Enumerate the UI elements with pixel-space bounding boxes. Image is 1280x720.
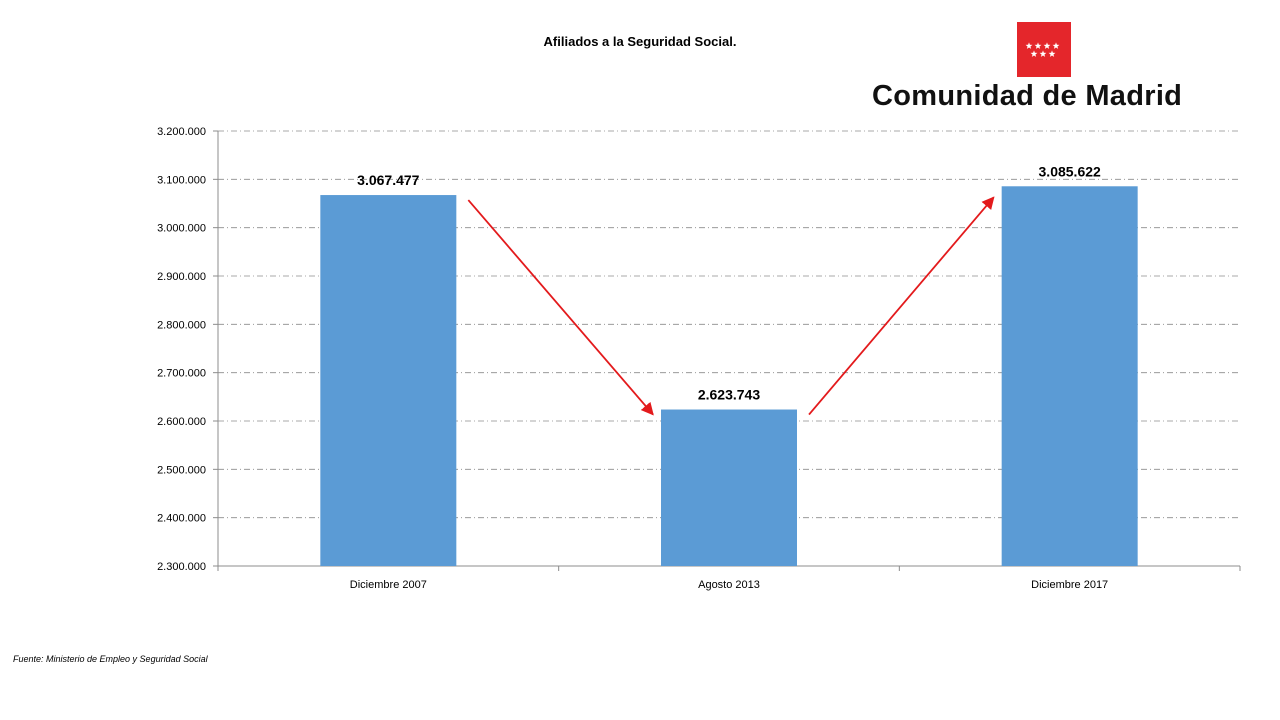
y-tick-label: 2.900.000 xyxy=(157,271,206,283)
trend-arrows xyxy=(467,196,995,416)
star-icon xyxy=(1034,42,1042,49)
star-icon xyxy=(1048,50,1056,57)
data-label: 3.085.622 xyxy=(1039,163,1101,179)
x-tick-label: Diciembre 2007 xyxy=(350,579,427,591)
y-tick-label: 2.700.000 xyxy=(157,368,206,380)
data-label: 3.067.477 xyxy=(357,172,419,188)
y-tick-label: 2.400.000 xyxy=(157,513,206,525)
source-note: Fuente: Ministerio de Empleo y Seguridad… xyxy=(13,654,208,664)
bar xyxy=(320,195,457,566)
star-icon xyxy=(1025,42,1033,49)
star-icon xyxy=(1030,50,1038,57)
x-tick-label: Diciembre 2017 xyxy=(1031,579,1108,591)
madrid-flag-icon xyxy=(1017,22,1071,77)
y-tick-label: 2.600.000 xyxy=(157,416,206,428)
bar xyxy=(661,409,797,566)
stars-icon xyxy=(1025,42,1060,57)
y-tick-label: 2.500.000 xyxy=(157,464,206,476)
star-icon xyxy=(1052,42,1060,49)
bar xyxy=(1001,186,1138,566)
bars xyxy=(320,186,1138,566)
data-labels: 3.067.477 2.623.743 3.085.622 xyxy=(357,163,1101,402)
data-label: 2.623.743 xyxy=(698,387,760,403)
trend-arrow xyxy=(808,196,995,416)
comunidad-de-madrid-logo: Comunidad de Madrid xyxy=(872,22,1222,114)
y-tick-label: 3.100.000 xyxy=(157,174,206,186)
star-icon xyxy=(1039,50,1047,57)
y-tick-label: 3.200.000 xyxy=(157,126,206,138)
y-tick-label: 3.000.000 xyxy=(157,223,206,235)
logo-text: Comunidad de Madrid xyxy=(872,80,1183,112)
chart-title: Afiliados a la Seguridad Social. xyxy=(543,34,737,49)
y-tick-label: 2.300.000 xyxy=(157,561,206,573)
trend-arrow xyxy=(467,199,654,416)
y-tick-label: 2.800.000 xyxy=(157,319,206,331)
axes: 2.300.000 2.400.000 2.500.000 2.600.000 2.70… xyxy=(157,126,1241,591)
star-icon xyxy=(1043,42,1051,49)
x-tick-label: Agosto 2013 xyxy=(698,579,760,591)
